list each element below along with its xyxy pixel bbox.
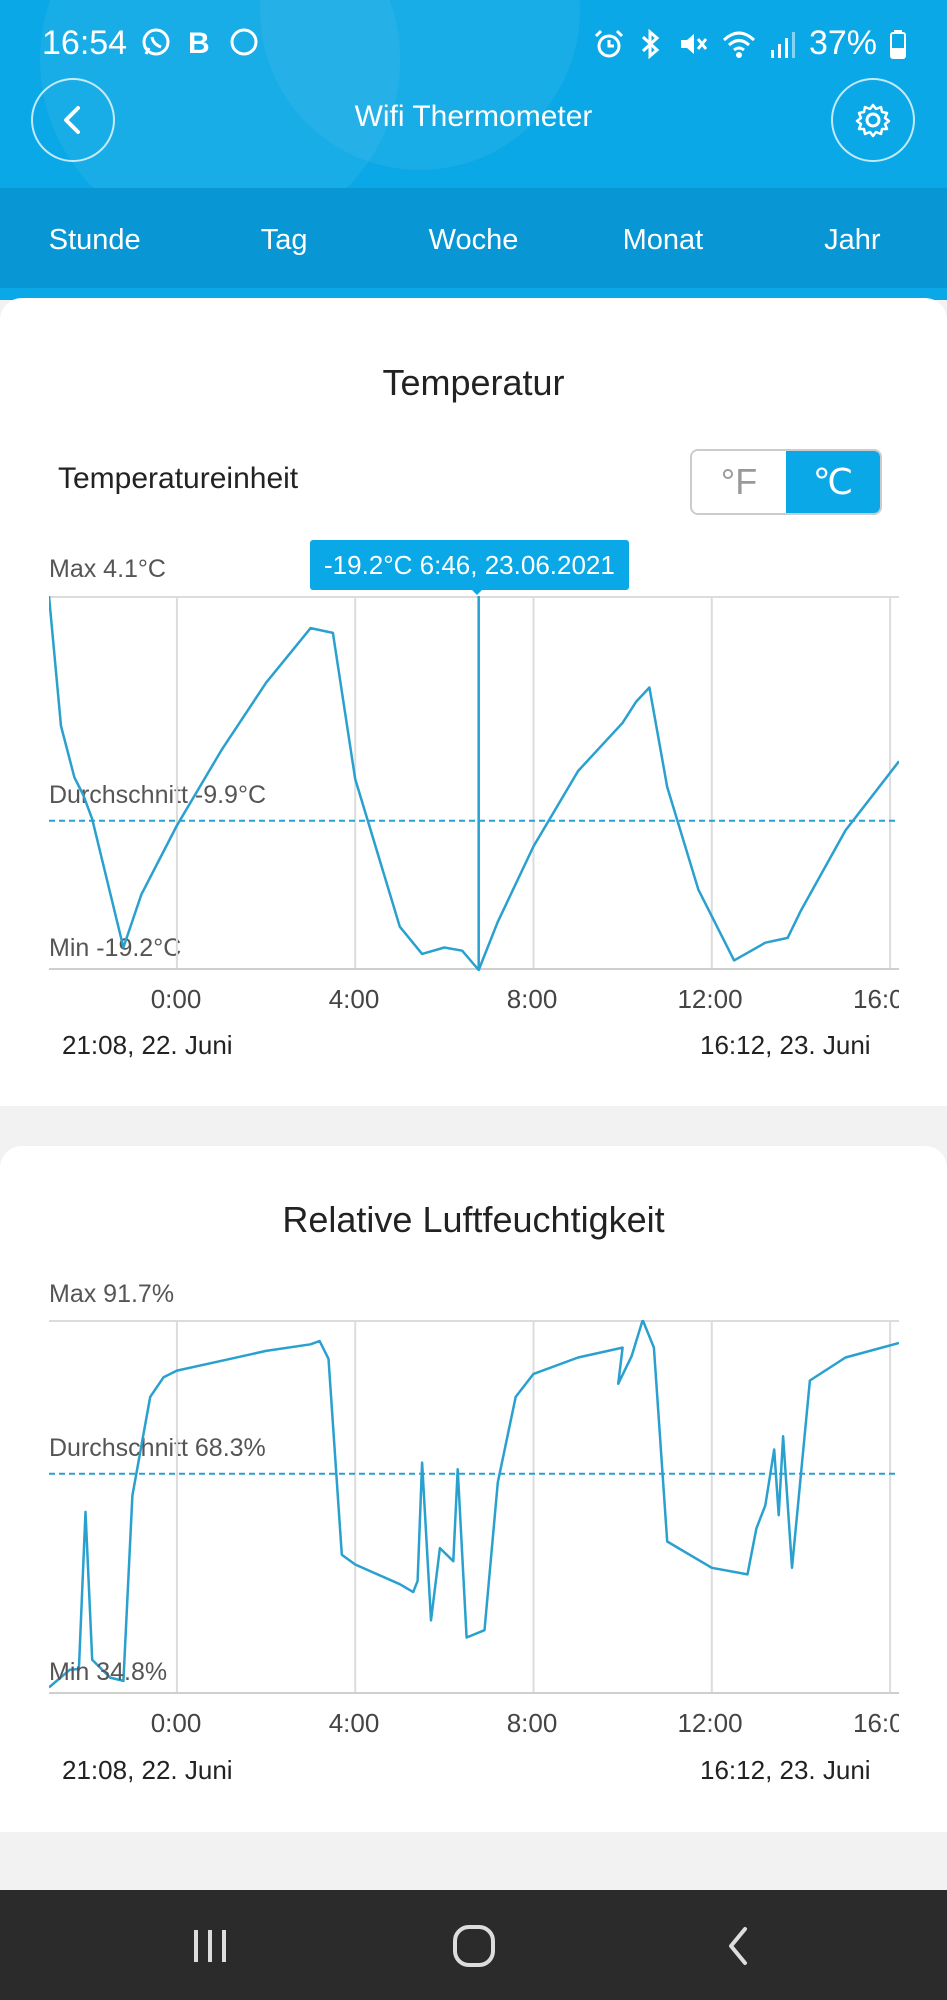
gear-icon bbox=[855, 103, 891, 138]
hum-tick-label: 12:00 bbox=[677, 1708, 743, 1738]
status-right: 37% bbox=[593, 24, 907, 63]
temp-tick-label: 12:00 bbox=[677, 984, 743, 1014]
series-line bbox=[49, 1320, 899, 1689]
temperature-tooltip: -19.2°C 6:46, 23.06.2021 bbox=[310, 540, 629, 590]
unit-celsius-button[interactable]: ℃ bbox=[786, 451, 880, 513]
hum-tick-label: 0:00 bbox=[150, 1708, 202, 1738]
temp-tick-label: 0:00 bbox=[150, 984, 202, 1014]
chevron-left-icon bbox=[64, 106, 80, 134]
temperature-range-start: 21:08, 22. Juni bbox=[62, 1030, 233, 1060]
home-icon bbox=[453, 1925, 495, 1967]
temp-tick-label: 8:00 bbox=[506, 984, 558, 1014]
svg-text:B: B bbox=[188, 27, 210, 58]
tab-tag[interactable]: Tag bbox=[260, 224, 308, 256]
humidity-title: Relative Luftfeuchtigkeit bbox=[282, 1199, 665, 1240]
humidity-card bbox=[0, 1146, 947, 1832]
temperature-max-label: Max 4.1°C bbox=[49, 555, 166, 583]
humidity-min-label: Min 34.8% bbox=[49, 1658, 168, 1686]
temp-tick-label: 16:00 bbox=[853, 984, 899, 1014]
back-button[interactable] bbox=[31, 78, 115, 162]
hum-tick-label: 16:00 bbox=[853, 1708, 899, 1738]
temperature-chart[interactable] bbox=[49, 596, 899, 971]
humidity-avg-label: Durchschnitt 68.3% bbox=[49, 1434, 266, 1462]
temperature-card bbox=[0, 298, 947, 1106]
hum-tick-label: 8:00 bbox=[506, 1708, 558, 1738]
temperature-min-label: Min -19.2°C bbox=[49, 934, 182, 962]
humidity-range-start: 21:08, 22. Juni bbox=[62, 1755, 233, 1785]
signal-icon bbox=[770, 31, 795, 58]
whatsapp-icon bbox=[142, 28, 170, 56]
wifi-icon bbox=[722, 31, 755, 58]
tab-stunde[interactable]: Stunde bbox=[48, 224, 141, 256]
unit-fahrenheit-button[interactable]: °F bbox=[692, 451, 786, 513]
temperature-title: Temperatur bbox=[382, 362, 565, 403]
humidity-chart[interactable] bbox=[49, 1320, 899, 1695]
temp-tick-label: 4:00 bbox=[328, 984, 380, 1014]
temperature-avg-label: Durchschnitt -9.9°C bbox=[49, 781, 267, 809]
settings-button[interactable] bbox=[831, 78, 915, 162]
tab-jahr[interactable]: Jahr bbox=[824, 224, 881, 256]
humidity-range-end: 16:12, 23. Juni bbox=[700, 1755, 871, 1785]
recent-apps-icon bbox=[194, 1930, 226, 1962]
notification-icons: B bbox=[140, 26, 260, 58]
humidity-max-label: Max 91.7% bbox=[49, 1280, 175, 1308]
tab-monat[interactable]: Monat bbox=[622, 224, 704, 256]
tooltip-arrow bbox=[471, 589, 483, 595]
recent-apps-button[interactable] bbox=[180, 1916, 240, 1976]
mute-icon bbox=[680, 33, 708, 54]
status-time: 16:54 bbox=[42, 24, 128, 62]
home-button[interactable] bbox=[444, 1916, 504, 1976]
temperature-unit-toggle: °F ℃ bbox=[690, 449, 882, 515]
tab-woche[interactable]: Woche bbox=[428, 224, 519, 256]
b-app-icon: B bbox=[188, 27, 210, 58]
back-nav-icon bbox=[729, 1927, 747, 1965]
battery-percent: 37% bbox=[808, 24, 877, 62]
app-header: 16:54 B 37% Wifi Thermometer Stun bbox=[0, 0, 947, 300]
temperature-unit-label: Temperatureinheit bbox=[58, 462, 299, 495]
battery-icon bbox=[890, 29, 906, 59]
period-tabs: Stunde Tag Woche Monat Jahr bbox=[0, 188, 947, 288]
series-line bbox=[49, 596, 899, 971]
page-title: Wifi Thermometer bbox=[354, 100, 593, 133]
system-nav-bar bbox=[0, 1890, 947, 2000]
alarm-icon bbox=[594, 29, 623, 57]
temperature-range-end: 16:12, 23. Juni bbox=[700, 1030, 871, 1060]
circle-notification-icon bbox=[230, 28, 258, 56]
status-bar: 16:54 B 37% bbox=[0, 0, 947, 90]
back-nav-button[interactable] bbox=[708, 1916, 768, 1976]
hum-tick-label: 4:00 bbox=[328, 1708, 380, 1738]
bluetooth-icon bbox=[641, 28, 660, 59]
